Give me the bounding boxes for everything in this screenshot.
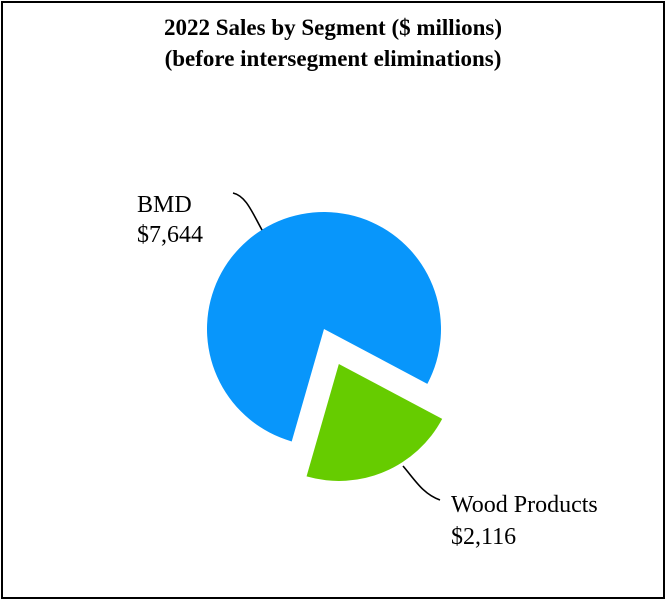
chart-title-line-2: (before intersegment eliminations) [164,46,502,71]
chart-title-line-1: 2022 Sales by Segment ($ millions) [164,15,502,40]
pie-slice-wood-products [306,363,443,481]
slice-label-bmd: BMD [137,192,192,218]
leader-line-wood-products [402,465,441,501]
pie-slice-bmd [207,211,442,442]
slice-value-bmd: $7,644 [137,222,203,248]
slice-label-wood-products: Wood Products [451,492,598,518]
slice-value-wood-products: $2,116 [451,524,516,550]
leader-line-bmd [232,192,263,231]
